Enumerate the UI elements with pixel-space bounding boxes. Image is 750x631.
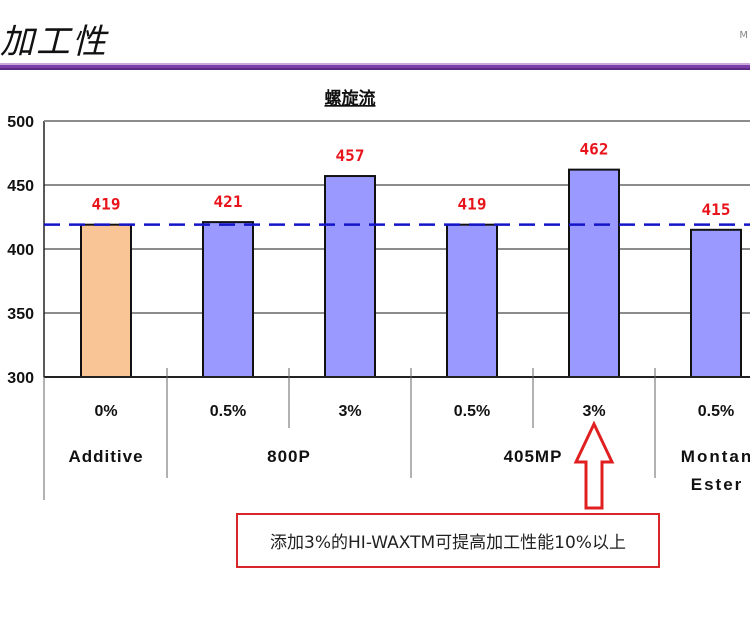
chart-title: 螺旋流 xyxy=(325,88,376,109)
bar-value-label: 419 xyxy=(92,195,121,214)
page-title: 加工性 xyxy=(0,22,108,62)
group-label: 800P xyxy=(267,447,311,466)
y-tick-label: 450 xyxy=(7,178,34,195)
bar-value-label: 421 xyxy=(214,192,243,211)
concentration-label: 3% xyxy=(338,403,361,420)
y-tick-label: 400 xyxy=(7,242,34,259)
annotation-text: 添加3%的HI-WAXTM可提高加工性能10%以上 xyxy=(270,533,626,553)
concentration-label: 0.5% xyxy=(698,403,734,420)
bar-value-label: 457 xyxy=(336,146,365,165)
y-tick-label: 300 xyxy=(7,370,34,387)
bar xyxy=(446,223,498,378)
bar xyxy=(202,221,254,378)
bar-value-label: 415 xyxy=(702,200,731,219)
header-divider xyxy=(0,63,750,70)
bar xyxy=(324,175,376,378)
bar-value-label: 419 xyxy=(458,195,487,214)
y-tick-label: 350 xyxy=(7,306,34,323)
concentration-label: 0% xyxy=(94,403,117,420)
concentration-label: 0.5% xyxy=(454,403,490,420)
company-logo: M xyxy=(739,30,748,41)
group-label: 405MP xyxy=(504,447,563,466)
up-arrow-icon xyxy=(573,420,615,510)
annotation-box: 添加3%的HI-WAXTM可提高加工性能10%以上 xyxy=(236,513,660,568)
concentration-label: 3% xyxy=(582,403,605,420)
group-label: Montan xyxy=(681,447,750,466)
bar-value-label: 462 xyxy=(580,140,609,159)
bar xyxy=(80,223,132,378)
group-label: Additive xyxy=(68,447,143,466)
concentration-label: 0.5% xyxy=(210,403,246,420)
bar xyxy=(690,228,742,378)
y-tick-label: 500 xyxy=(7,114,34,131)
group-label: Ester xyxy=(691,475,744,494)
bar xyxy=(568,168,620,378)
